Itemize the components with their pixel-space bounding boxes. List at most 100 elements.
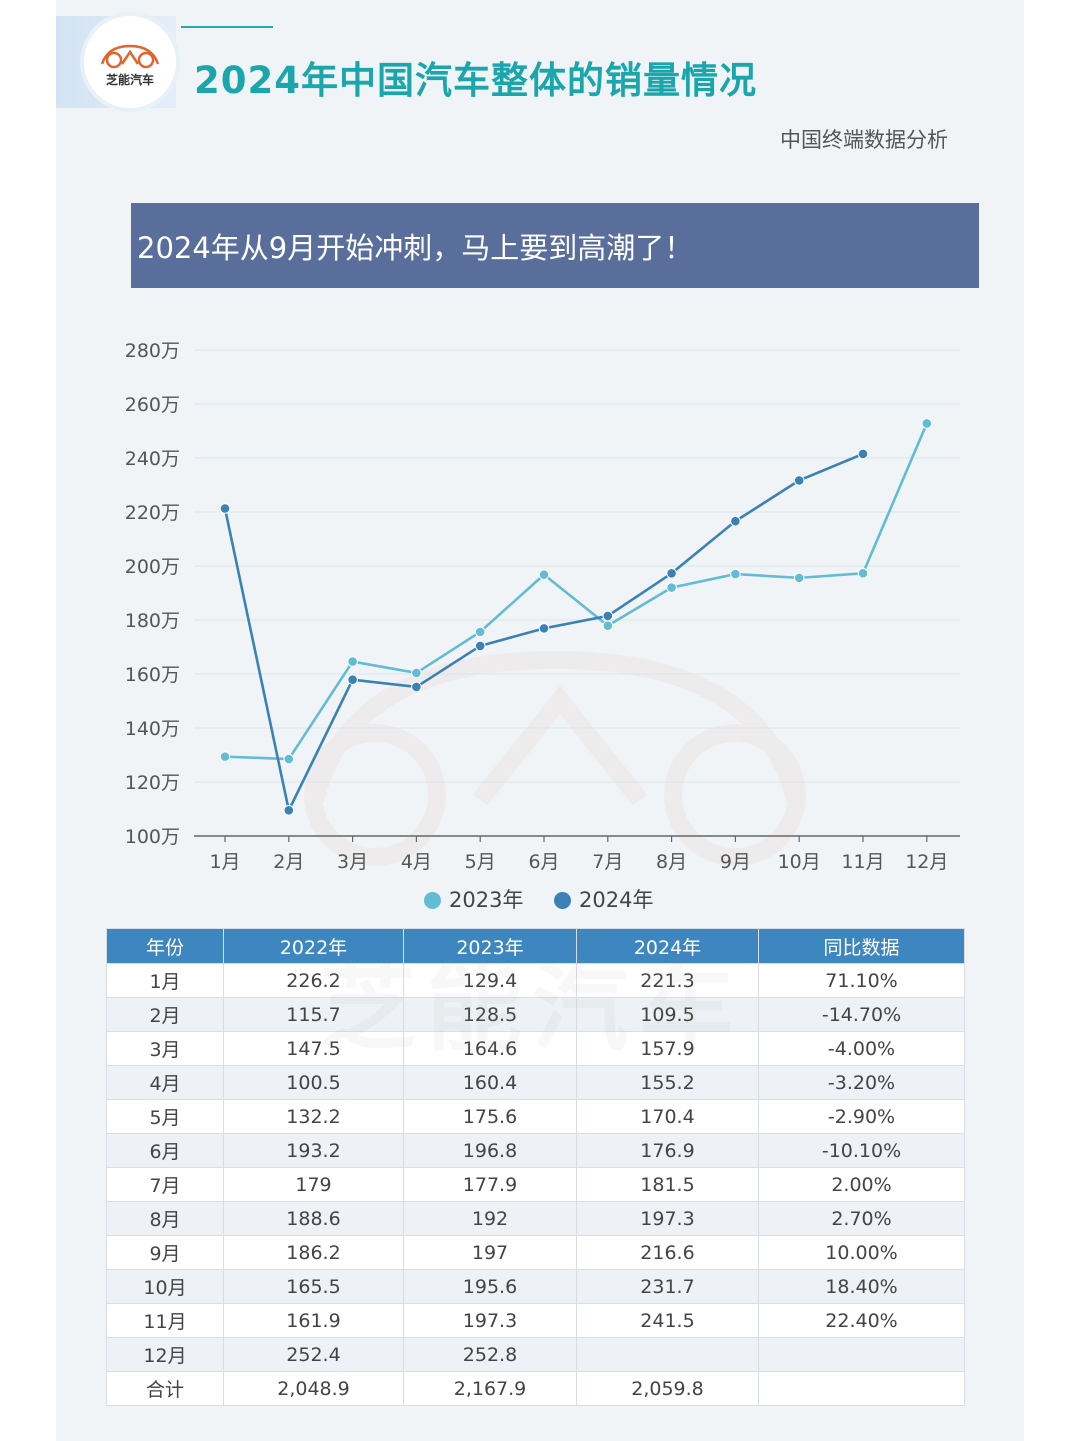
table-cell: 160.4 xyxy=(403,1065,577,1100)
table-cell: 128.5 xyxy=(403,997,577,1032)
table-row: 8月 188.6 192 197.3 2.70% xyxy=(106,1201,965,1236)
table-cell: 177.9 xyxy=(403,1167,577,1202)
table-cell: 2,167.9 xyxy=(403,1371,577,1406)
table-cell: 18.40% xyxy=(758,1269,965,1304)
data-point xyxy=(411,681,422,693)
table-cell: 155.2 xyxy=(576,1065,759,1100)
table-cell: 2,048.9 xyxy=(223,1371,404,1406)
table-cell xyxy=(758,1337,965,1372)
table-cell: 132.2 xyxy=(223,1099,404,1134)
table-header-cell: 2022年 xyxy=(223,928,404,964)
x-tick-label: 3月 xyxy=(337,851,368,873)
sales-line-chart: 100万 120万 140万 160万 180万 200万 220万 240万 260万 280万… xyxy=(125,340,960,873)
table-cell: 11月 xyxy=(106,1303,224,1338)
legend-label-2024: 2024年 xyxy=(579,888,654,912)
table-cell: 161.9 xyxy=(223,1303,404,1338)
table-cell: 165.5 xyxy=(223,1269,404,1304)
table-cell: 195.6 xyxy=(403,1269,577,1304)
data-point xyxy=(283,753,295,765)
table-row: 合计 2,048.9 2,167.9 2,059.8 xyxy=(106,1371,965,1406)
table-cell: -3.20% xyxy=(758,1065,965,1100)
table-cell: 181.5 xyxy=(576,1167,759,1202)
data-point xyxy=(666,567,677,579)
table-row: 1月 226.2 129.4 221.3 71.10% xyxy=(106,963,965,998)
legend-item-2023: 2023年 xyxy=(424,884,523,914)
y-tick-label: 180万 xyxy=(125,610,180,632)
table-cell: 12月 xyxy=(106,1337,224,1372)
table-cell: 1月 xyxy=(106,963,224,998)
data-point xyxy=(347,674,358,685)
y-tick-label: 280万 xyxy=(125,340,180,362)
title-accent-line xyxy=(181,26,273,28)
brand-name: 芝能汽车 xyxy=(105,73,154,87)
legend-marker-2024 xyxy=(554,892,571,909)
table-cell: 115.7 xyxy=(223,997,404,1032)
x-tick-label: 1月 xyxy=(209,851,240,873)
table-cell: 164.6 xyxy=(403,1031,577,1066)
table-cell: 216.6 xyxy=(576,1235,759,1270)
x-tick-label: 7月 xyxy=(592,851,623,873)
table-cell: 188.6 xyxy=(223,1201,404,1236)
table-cell: 197.3 xyxy=(576,1201,759,1236)
series-line-2023年 xyxy=(224,422,928,761)
data-point xyxy=(793,475,805,486)
data-point xyxy=(219,751,231,762)
table-cell: 71.10% xyxy=(758,963,965,998)
table-row: 6月 193.2 196.8 176.9 -10.10% xyxy=(106,1133,965,1168)
table-cell: 8月 xyxy=(106,1201,224,1236)
data-point xyxy=(474,626,486,638)
data-point xyxy=(538,569,550,580)
table-cell: -4.00% xyxy=(758,1031,965,1066)
x-tick-label: 10月 xyxy=(778,851,821,873)
table-cell xyxy=(576,1337,759,1372)
table-cell: 合计 xyxy=(106,1371,224,1406)
table-header-cell: 同比数据 xyxy=(758,928,965,964)
table-cell: 176.9 xyxy=(576,1133,759,1168)
data-point xyxy=(730,515,741,527)
table-cell: 170.4 xyxy=(576,1099,759,1134)
page-subtitle: 中国终端数据分析 xyxy=(780,128,948,152)
table-row: 5月 132.2 175.6 170.4 -2.90% xyxy=(106,1099,965,1134)
table-cell: 4月 xyxy=(106,1065,224,1100)
y-tick-label: 200万 xyxy=(125,556,180,578)
table-cell: 221.3 xyxy=(576,963,759,998)
table-cell: 109.5 xyxy=(576,997,759,1032)
table-row: 10月 165.5 195.6 231.7 18.40% xyxy=(106,1269,965,1304)
banner-text: 2024年从9月开始冲刺，马上要到高潮了！ xyxy=(137,231,694,265)
data-point xyxy=(602,610,614,622)
data-point xyxy=(921,418,933,429)
table-cell xyxy=(758,1371,965,1406)
table-cell: 100.5 xyxy=(223,1065,404,1100)
table-row: 9月 186.2 197 216.6 10.00% xyxy=(106,1235,965,1270)
x-tick-label: 6月 xyxy=(528,851,559,873)
table-header-cell: 年份 xyxy=(106,928,224,964)
x-tick-label: 9月 xyxy=(720,851,751,873)
watermark-car-icon xyxy=(304,650,806,866)
y-tick-label: 100万 xyxy=(125,826,180,848)
table-cell: 2.00% xyxy=(758,1167,965,1202)
x-tick-label: 5月 xyxy=(465,851,496,873)
table-cell: 197 xyxy=(403,1235,577,1270)
y-tick-label: 140万 xyxy=(125,718,180,740)
y-tick-label: 240万 xyxy=(125,448,180,470)
data-point xyxy=(538,623,550,634)
table-cell: 252.8 xyxy=(403,1337,577,1372)
x-tick-label: 4月 xyxy=(401,851,432,873)
table-cell: 10.00% xyxy=(758,1235,965,1270)
table-cell: 226.2 xyxy=(223,963,404,998)
car-logo-icon xyxy=(100,44,160,69)
y-tick-label: 260万 xyxy=(125,394,180,416)
y-tick-label: 220万 xyxy=(125,502,180,524)
legend-item-2024: 2024年 xyxy=(554,884,653,914)
table-cell: 157.9 xyxy=(576,1031,759,1066)
table-cell: 10月 xyxy=(106,1269,224,1304)
table-cell: 241.5 xyxy=(576,1303,759,1338)
y-tick-label: 120万 xyxy=(125,772,180,794)
table-cell: 186.2 xyxy=(223,1235,404,1270)
data-point xyxy=(857,448,869,460)
table-cell: 5月 xyxy=(106,1099,224,1134)
table-cell: 22.40% xyxy=(758,1303,965,1338)
table-cell: 6月 xyxy=(106,1133,224,1168)
table-cell: 179 xyxy=(223,1167,404,1202)
table-row: 2月 115.7 128.5 109.5 -14.70% xyxy=(106,997,965,1032)
